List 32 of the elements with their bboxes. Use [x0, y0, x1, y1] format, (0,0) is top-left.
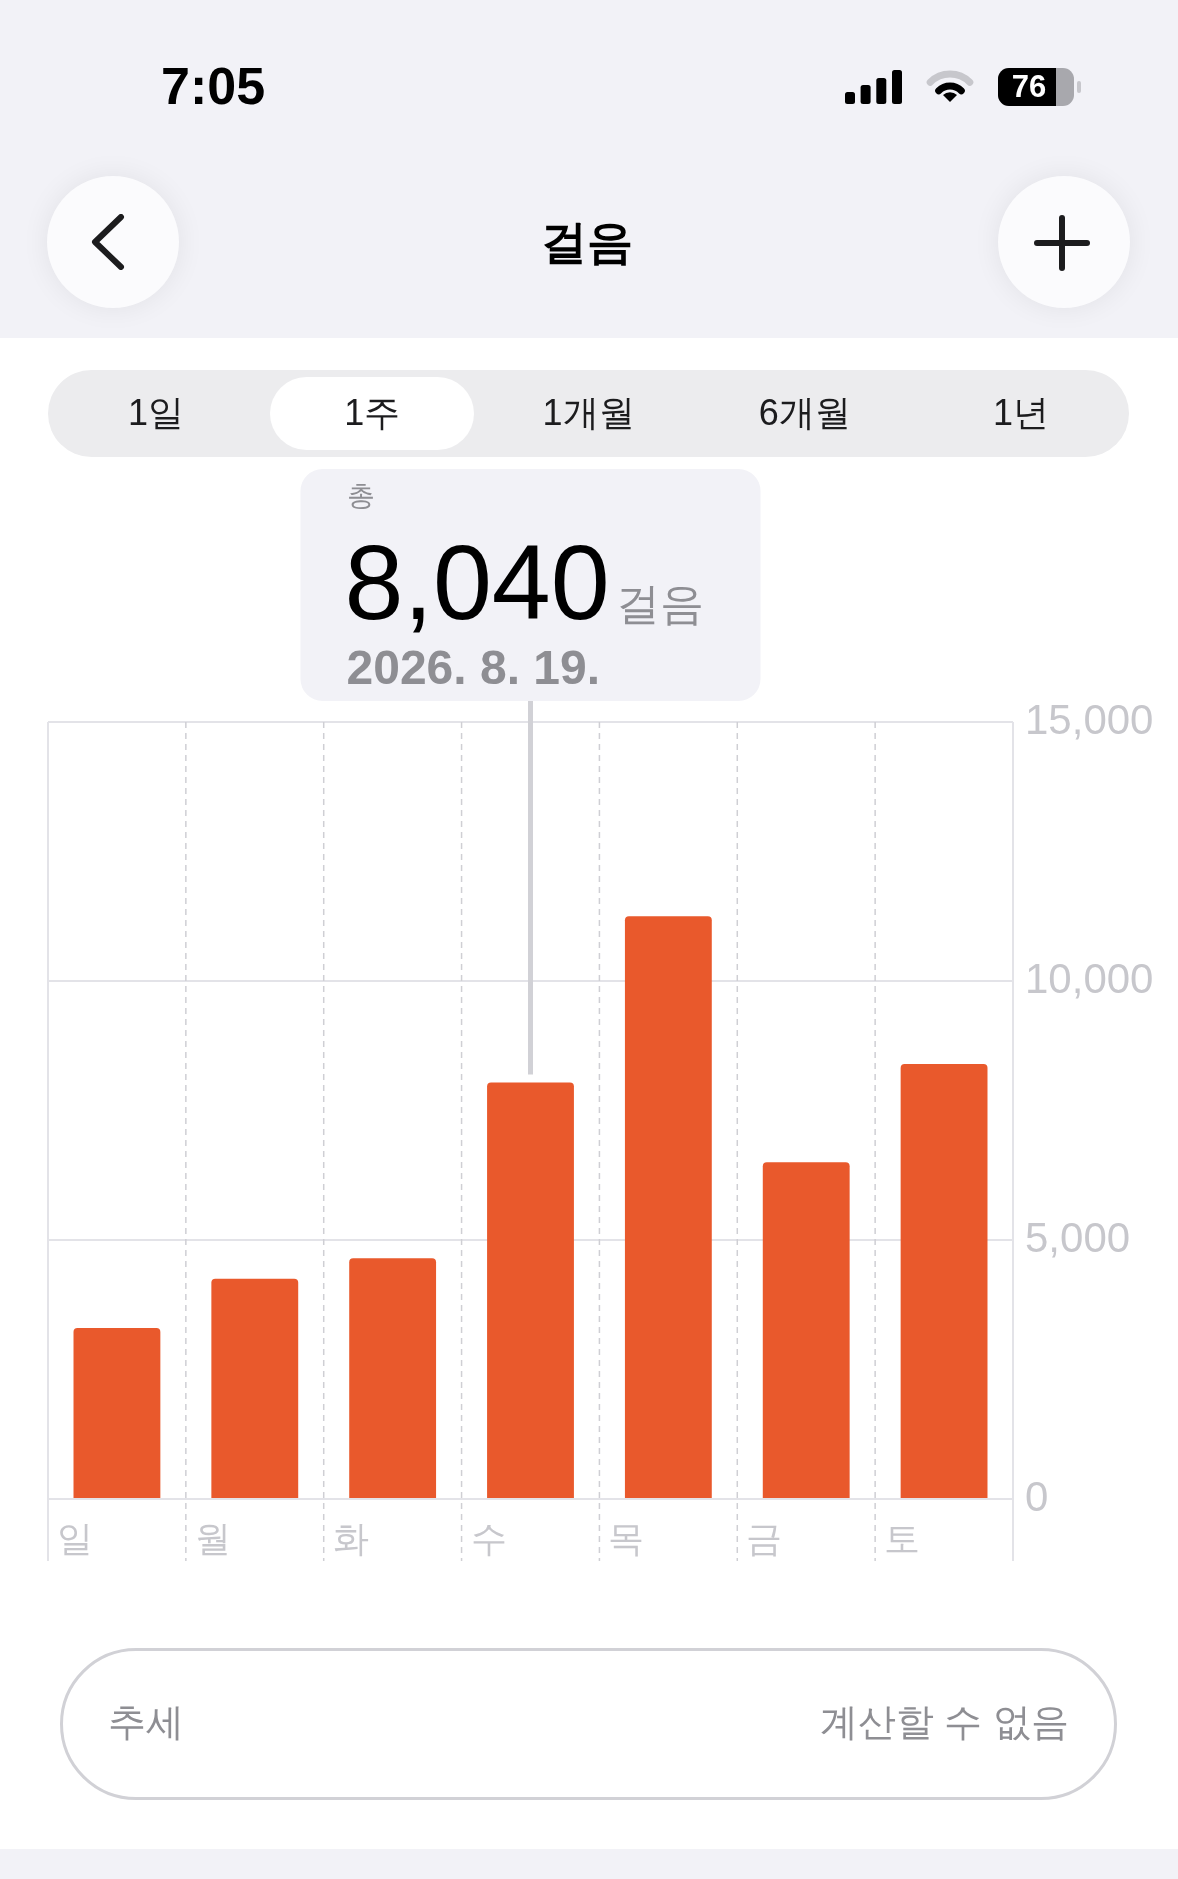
text: 1년: [992, 392, 1049, 434]
bar: [349, 1258, 437, 1498]
x-tick-label: 화: [332, 1517, 369, 1559]
text: 1주: [344, 392, 401, 434]
bar: [73, 1328, 161, 1498]
bar: [211, 1278, 299, 1498]
y-tick-label: 15,000: [1025, 695, 1154, 743]
text: 1일: [128, 392, 185, 434]
text: 추세: [108, 1701, 184, 1744]
text: 2026. 8. 19.: [346, 641, 601, 694]
text: 1개월: [542, 392, 635, 434]
bar: [900, 1063, 988, 1498]
text: 총: [346, 479, 375, 511]
x-tick-label: 토: [884, 1517, 921, 1559]
text: 76: [1011, 68, 1047, 105]
x-tick-label: 월: [194, 1517, 231, 1559]
data-label: 8,040: [344, 523, 610, 641]
text: 7:05: [161, 57, 266, 116]
bar: [487, 1082, 574, 1498]
text: 계산할 수 없음: [819, 1701, 1069, 1744]
text: 걸음: [615, 579, 704, 628]
x-tick-label: 일: [57, 1517, 93, 1559]
chart-title: 걸음: [541, 215, 633, 268]
y-tick-label: 5,000: [1025, 1213, 1131, 1261]
bar: [624, 916, 712, 1498]
y-tick-label: 10,000: [1025, 954, 1154, 1002]
text: 6개월: [758, 392, 851, 434]
y-tick-label: 0: [1025, 1472, 1049, 1520]
bar: [762, 1162, 850, 1498]
x-tick-label: 목: [608, 1517, 645, 1559]
x-tick-label: 수: [470, 1517, 507, 1559]
x-tick-label: 금: [746, 1517, 783, 1559]
